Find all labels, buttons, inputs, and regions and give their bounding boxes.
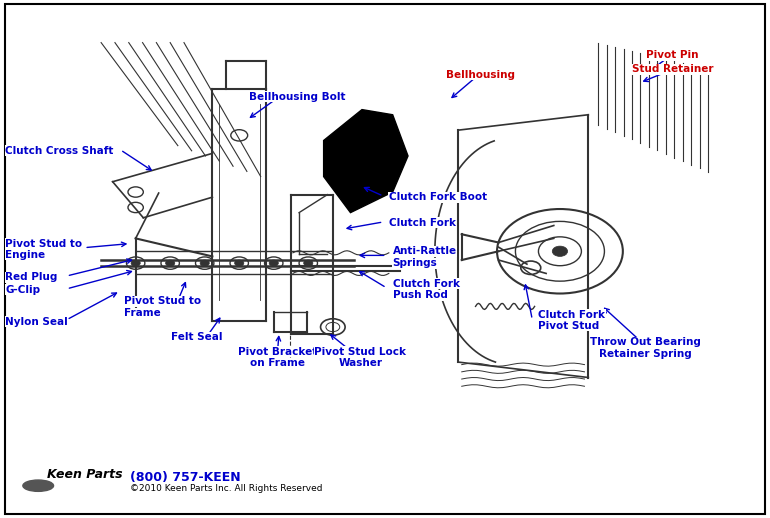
Text: Pivot Stud to: Pivot Stud to [5,239,82,249]
Circle shape [235,260,244,266]
Text: Clutch Fork: Clutch Fork [389,218,456,228]
Text: ©2010 Keen Parts Inc. All Rights Reserved: ©2010 Keen Parts Inc. All Rights Reserve… [130,484,323,493]
Text: Stud Retainer: Stud Retainer [632,64,714,75]
Text: Bellhousing Bolt: Bellhousing Bolt [249,92,345,102]
Circle shape [552,246,567,256]
Text: Springs: Springs [393,258,437,268]
Text: Pivot Bracket: Pivot Bracket [238,347,317,357]
Text: (800) 757-KEEN: (800) 757-KEEN [130,471,241,484]
Text: Keen Parts: Keen Parts [48,468,123,481]
Ellipse shape [23,480,54,492]
Text: Clutch Fork Boot: Clutch Fork Boot [389,192,487,202]
Text: Anti-Rattle: Anti-Rattle [393,246,457,256]
Text: Bellhousing: Bellhousing [447,69,515,80]
Text: Pivot Stud to: Pivot Stud to [124,296,201,306]
Circle shape [166,260,175,266]
Circle shape [131,260,140,266]
Text: Frame: Frame [124,308,161,318]
Text: Retainer Spring: Retainer Spring [600,349,692,359]
Text: Clutch Fork: Clutch Fork [538,310,605,320]
Circle shape [200,260,209,266]
Polygon shape [323,110,408,212]
Text: Throw Out Bearing: Throw Out Bearing [591,337,701,348]
Text: Clutch Fork: Clutch Fork [393,279,460,289]
Circle shape [303,260,313,266]
Text: G-Clip: G-Clip [5,285,40,295]
Text: Push Rod: Push Rod [393,290,447,300]
Text: Pivot Stud Lock: Pivot Stud Lock [314,347,407,357]
Text: Clutch Cross Shaft: Clutch Cross Shaft [5,146,114,156]
Text: Felt Seal: Felt Seal [171,333,223,342]
Text: Pivot Stud: Pivot Stud [538,321,600,331]
Circle shape [270,260,279,266]
Text: Engine: Engine [5,250,45,260]
Text: on Frame: on Frame [250,358,305,368]
Text: Washer: Washer [339,358,383,368]
Text: Nylon Seal: Nylon Seal [5,317,68,327]
Text: Pivot Pin: Pivot Pin [647,50,699,61]
Text: Red Plug: Red Plug [5,272,58,282]
